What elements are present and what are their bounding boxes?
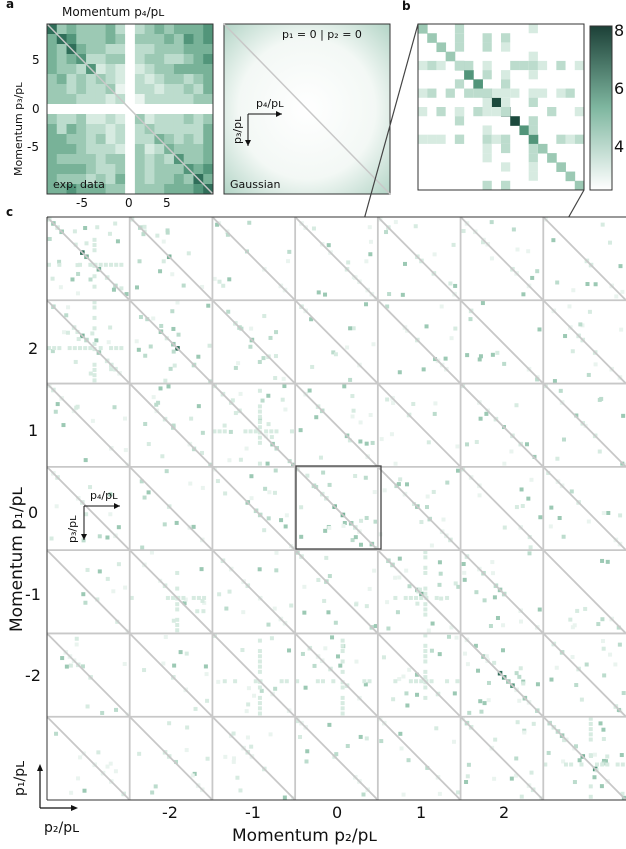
xtick: 1 [416, 803, 426, 822]
exp-data-caption: exp. data [53, 178, 105, 191]
corner-axis-v: p₁/pʟ [12, 761, 28, 796]
gaussian-condition: p₁ = 0 | p₂ = 0 [282, 28, 362, 41]
colorbar-tick: 8 [614, 21, 624, 40]
panel-a-top-title: Momentum p₄/pʟ [62, 5, 164, 19]
ytick: -2 [25, 666, 41, 685]
x-axis-label: Momentum p₂/pʟ [232, 826, 377, 846]
exp-data-heatmap [46, 23, 214, 195]
colorbar-tick: 4 [614, 137, 624, 156]
ytick: -1 [25, 585, 41, 604]
panel-label-a: a [6, 0, 14, 11]
zoom-region-box [295, 465, 382, 550]
corner-axes-indicator [37, 764, 78, 811]
panel-a-ytick: 5 [32, 53, 40, 67]
panel-a-xtick: 0 [125, 196, 133, 210]
cell-axis-v: p₃/pʟ [66, 515, 79, 543]
xtick: 2 [499, 803, 509, 822]
y-axis-label: Momentum p₁/pʟ [7, 487, 27, 632]
gaussian-axis-v: p₃/pʟ [231, 116, 244, 144]
gaussian-heatmap [223, 23, 391, 195]
ytick: 0 [28, 503, 38, 522]
panel-a-ytick: -5 [27, 140, 39, 154]
panel-a-xtick: -5 [76, 196, 88, 210]
panel-label-c: c [6, 205, 13, 219]
cell-axes-indicator [81, 503, 120, 540]
gaussian-axes-indicator [245, 111, 282, 146]
cell-axis-h: p₄/pʟ [90, 489, 118, 502]
main-grid-plot [46, 216, 626, 801]
colorbar-tick: 6 [614, 79, 624, 98]
panel-a-ylabel: Momentum p₃/pʟ [12, 82, 25, 176]
colorbar [589, 25, 613, 191]
xtick: -1 [245, 803, 261, 822]
gaussian-caption: Gaussian [230, 178, 280, 191]
panel-label-b: b [402, 0, 411, 13]
ytick: 2 [28, 339, 38, 358]
xtick: -2 [162, 803, 178, 822]
ytick: 1 [28, 421, 38, 440]
panel-a-ytick: 0 [32, 102, 40, 116]
zoom-heatmap [417, 23, 585, 191]
gaussian-axis-h: p₄/pʟ [256, 97, 284, 110]
xtick: 0 [332, 803, 342, 822]
panel-a-xtick: 5 [163, 196, 171, 210]
corner-axis-h: p₂/pʟ [44, 820, 79, 836]
